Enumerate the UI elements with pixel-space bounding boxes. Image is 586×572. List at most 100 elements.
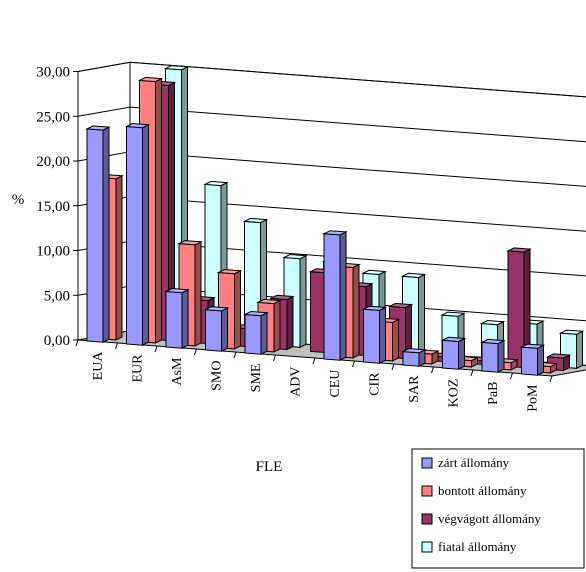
bar-front <box>481 341 499 373</box>
bar-side <box>392 318 399 362</box>
bar-3-PaB <box>506 247 532 369</box>
x-tick-label: CEU <box>328 370 343 398</box>
legend-label: végvágott állomány <box>438 511 541 526</box>
bar-side <box>273 299 281 353</box>
legend-label: bontott állomány <box>438 483 527 498</box>
y-tick-label: 10,00 <box>36 244 70 260</box>
bar-1-PaB <box>480 338 506 374</box>
x-tick-mark <box>549 375 553 383</box>
bar-top <box>401 348 427 354</box>
bar-side <box>234 269 241 350</box>
x-tick-label: PoM <box>525 384 540 412</box>
x-tick-mark <box>194 348 197 356</box>
bar-front <box>363 308 380 364</box>
legend-label: fiatal állomány <box>438 539 517 554</box>
x-tick-mark <box>312 357 316 365</box>
gridline <box>77 106 586 143</box>
x-tick-mark <box>391 363 395 371</box>
bar-front <box>86 128 104 343</box>
legend: zárt állomány bontott állomány végvágott á… <box>411 448 585 569</box>
bar-top <box>282 253 308 260</box>
bar-side <box>221 307 228 353</box>
bar-side <box>142 123 149 347</box>
x-tick-mark <box>115 342 118 350</box>
x-axis-label: FLE <box>256 459 283 475</box>
bar-side <box>286 295 294 351</box>
bar-side <box>537 344 544 377</box>
bar-side <box>576 330 583 370</box>
bar-side <box>497 339 505 374</box>
x-tick-mark <box>352 360 355 368</box>
bar-front <box>205 309 222 352</box>
bar-top <box>124 122 151 129</box>
bar-front <box>402 351 420 367</box>
bar-top <box>163 65 190 71</box>
bar-top <box>440 311 466 317</box>
bar-front <box>126 125 143 346</box>
x-tick-mark <box>154 345 158 353</box>
bar-top <box>479 319 506 326</box>
x-tick-label: KOZ <box>446 379 461 408</box>
y-tick-label: 15,00 <box>36 199 70 215</box>
x-tick-label: SAR <box>407 375 422 403</box>
bar-side <box>181 288 189 350</box>
bar-front <box>521 346 538 376</box>
bar-side <box>102 126 110 344</box>
x-tick-mark <box>470 369 474 377</box>
bar-side <box>299 254 307 349</box>
y-axis-label: % <box>12 192 25 208</box>
bar-top <box>387 302 414 309</box>
bar-top <box>400 272 427 279</box>
bar-side <box>339 231 347 362</box>
bar-1-AsM <box>164 287 190 350</box>
bar-2-SMO <box>216 268 243 350</box>
y-tick-label: 25,00 <box>36 109 70 125</box>
x-tick-label: SME <box>249 364 264 393</box>
bar-top <box>216 268 243 275</box>
bar-1-SAR <box>401 348 427 368</box>
legend-swatch <box>421 513 433 525</box>
bar-side <box>418 273 425 358</box>
legend-box <box>411 448 585 569</box>
bar-1-SMO <box>203 306 230 353</box>
x-axis-ticks: EUA EUR AsM SMO SME ADV CEU CIR SAR KOZ PaB PoM <box>75 339 553 412</box>
bar-top <box>361 269 387 276</box>
x-tick-label: EUR <box>130 354 145 383</box>
bar-4-PoM <box>558 329 585 370</box>
bar-1-KOZ <box>440 336 467 371</box>
bar-top <box>85 125 111 131</box>
bar-top <box>519 343 546 349</box>
x-tick-mark <box>273 354 276 362</box>
bar-1-CIR <box>361 305 388 365</box>
bar-side <box>194 240 202 347</box>
bar-top <box>558 329 585 335</box>
bar-front <box>442 339 459 370</box>
x-tick-label: PaB <box>486 382 501 405</box>
y-tick-label: 30,00 <box>36 65 70 81</box>
bar-top <box>440 336 467 343</box>
bar-top <box>322 230 348 236</box>
x-tick-mark <box>510 372 513 380</box>
bar-1-EUA <box>85 125 111 344</box>
bar-series-group <box>85 65 585 377</box>
x-tick-label: CIR <box>367 372 382 396</box>
bar-top <box>242 217 269 224</box>
bar-top <box>164 287 190 294</box>
legend-swatch <box>421 485 433 497</box>
bar-top <box>256 298 282 305</box>
x-tick-label: EUA <box>91 351 106 381</box>
bar-top <box>243 310 269 317</box>
bar-top <box>506 247 532 253</box>
bar-front <box>165 290 183 349</box>
x-tick-mark <box>431 366 434 374</box>
legend-label: zárt állomány <box>438 455 510 470</box>
bar-1-EUR <box>124 122 151 347</box>
bar-top <box>203 180 229 187</box>
legend-swatch <box>421 457 433 469</box>
gridline <box>77 61 586 98</box>
x-tick-label: AsM <box>170 357 185 386</box>
y-axis-ticks: 0,00 5,00 10,00 15,00 20,00 25,00 30,00 <box>36 65 78 349</box>
y-tick-label: 5,00 <box>44 288 70 304</box>
bar-side <box>260 311 268 356</box>
